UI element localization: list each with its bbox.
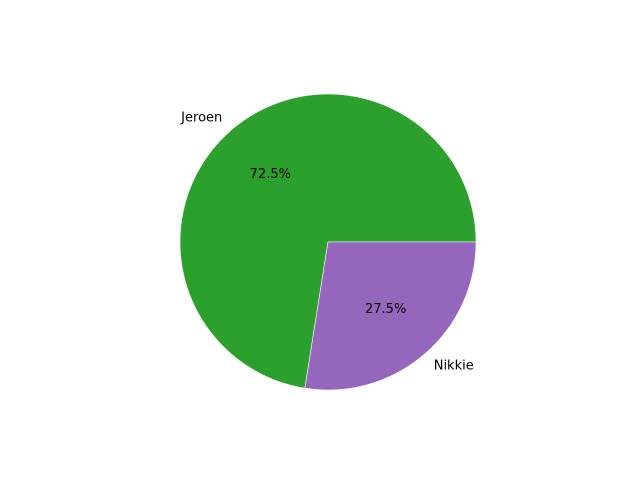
pie-slices bbox=[179, 93, 477, 391]
pie-labels: Jeroen 72.5% Nikkie 27.5% bbox=[180, 111, 474, 374]
pct-label-jeroen: 72.5% bbox=[250, 167, 291, 182]
pie-slice-jeroen bbox=[179, 93, 477, 389]
pct-label-nikkie: 27.5% bbox=[365, 302, 406, 317]
slice-label-nikkie: Nikkie bbox=[434, 358, 474, 373]
pie-slice-nikkie bbox=[304, 241, 477, 391]
slice-label-jeroen: Jeroen bbox=[180, 111, 222, 126]
